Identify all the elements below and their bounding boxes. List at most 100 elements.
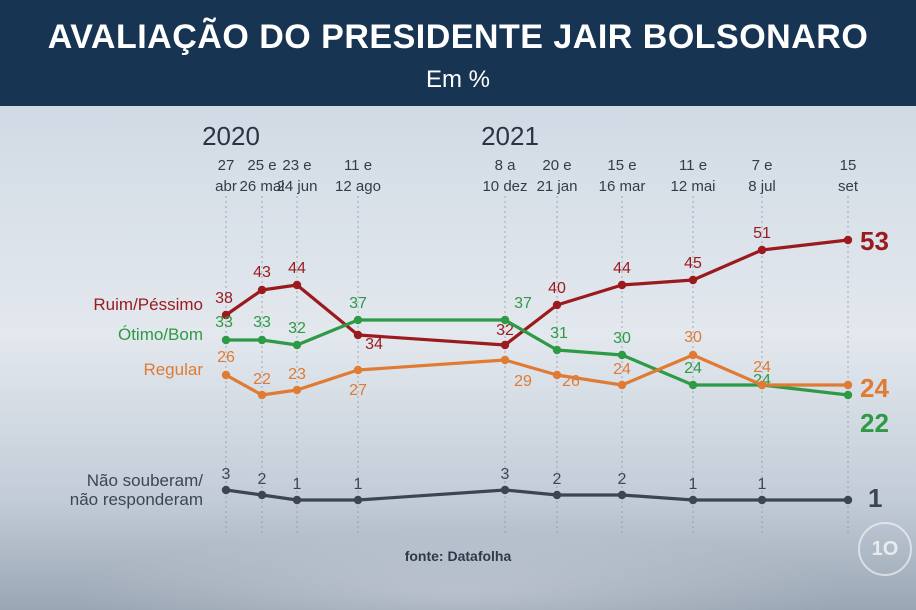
data-label: 30 xyxy=(684,329,702,346)
data-point xyxy=(500,315,510,325)
x-tick-label-line1: 7 e xyxy=(752,157,773,174)
data-label: 34 xyxy=(365,336,383,353)
x-tick-label-line2: 10 dez xyxy=(482,178,527,195)
x-tick-label-line1: 20 e xyxy=(542,157,571,174)
data-label: 1 xyxy=(758,476,767,493)
data-point xyxy=(292,385,302,395)
year-label-2020: 2020 xyxy=(202,121,260,151)
data-label: 24 xyxy=(753,359,771,376)
data-point xyxy=(292,495,302,505)
data-point xyxy=(843,390,853,400)
x-tick-label-line1: 23 e xyxy=(282,157,311,174)
data-label: 32 xyxy=(496,322,514,339)
x-tick-label-8: 7 e 8 jul xyxy=(748,157,776,195)
data-label: 29 xyxy=(514,373,532,390)
series-name-label: Ruim/Péssimo xyxy=(93,295,203,314)
data-point xyxy=(617,280,627,290)
series-name-label-line2: não responderam xyxy=(70,490,203,509)
data-label: 2 xyxy=(553,471,562,488)
data-label: 2 xyxy=(618,471,627,488)
x-tick-label-line1: 11 e xyxy=(679,157,707,174)
data-point xyxy=(688,495,698,505)
x-tick-label-line2: abr xyxy=(215,178,237,195)
data-point xyxy=(617,380,627,390)
x-tick-label-line2: 21 jan xyxy=(537,178,578,195)
data-point xyxy=(353,365,363,375)
x-tick-label-1: 25 e 26 mai xyxy=(239,157,284,195)
x-tick-label-line2: 24 jun xyxy=(277,178,318,195)
data-point xyxy=(552,300,562,310)
data-label: 1 xyxy=(689,476,698,493)
source-note: fonte: Datafolha xyxy=(404,548,512,564)
data-label: 30 xyxy=(613,330,631,347)
data-label-final: 1 xyxy=(868,483,882,513)
data-point xyxy=(257,490,267,500)
x-tick-label-line1: 15 e xyxy=(607,157,636,174)
data-label: 31 xyxy=(550,325,568,342)
data-label: 2 xyxy=(258,471,267,488)
data-label: 24 xyxy=(613,361,631,378)
data-point xyxy=(843,495,853,505)
series-2: 26 22 23 27 29 26 24 30 24 24 Regular xyxy=(143,329,889,403)
series-0: 38 43 44 34 32 40 44 45 51 53 Ruim/Péssimo xyxy=(93,225,889,353)
x-tick-label-line2: set xyxy=(838,178,859,195)
data-point xyxy=(552,370,562,380)
data-point xyxy=(757,245,767,255)
data-label: 43 xyxy=(253,264,271,281)
data-point xyxy=(688,275,698,285)
data-label: 33 xyxy=(253,314,271,331)
data-label: 27 xyxy=(349,382,367,399)
series-line xyxy=(225,238,849,347)
x-tick-label-line2: 16 mar xyxy=(599,178,646,195)
data-label: 26 xyxy=(217,349,235,366)
series-3: 3 2 1 1 3 2 2 1 1 1 Não souberam/não responderam xyxy=(70,466,883,513)
x-tick-label-line2: 8 jul xyxy=(748,178,776,195)
data-point xyxy=(552,490,562,500)
data-label: 37 xyxy=(349,295,367,312)
x-tick-label-line2: 12 mai xyxy=(670,178,715,195)
header-banner: AVALIAÇÃO DO PRESIDENTE JAIR BOLSONARO E… xyxy=(0,0,916,106)
x-tick-label-2: 23 e 24 jun xyxy=(277,157,318,195)
data-point xyxy=(552,345,562,355)
data-point xyxy=(500,340,510,350)
broadcaster-logo-icon: 1O xyxy=(858,522,912,576)
data-point xyxy=(292,280,302,290)
x-tick-label-line1: 15 xyxy=(840,157,857,174)
data-label: 23 xyxy=(288,366,306,383)
x-tick-label-9: 15 set xyxy=(838,157,859,195)
data-point xyxy=(292,340,302,350)
data-label: 3 xyxy=(501,466,510,483)
data-point xyxy=(257,335,267,345)
x-tick-label-line1: 27 xyxy=(218,157,235,174)
x-tick-label-line1: 8 a xyxy=(495,157,517,174)
x-tick-label-line2: 26 mai xyxy=(239,178,284,195)
data-label: 44 xyxy=(288,260,306,277)
year-label-2021: 2021 xyxy=(481,121,539,151)
x-tick-label-0: 27 abr xyxy=(215,157,237,195)
data-label: 44 xyxy=(613,260,631,277)
data-label: 38 xyxy=(215,290,233,307)
series-line xyxy=(225,488,848,502)
data-point xyxy=(843,235,853,245)
x-tick-label-5: 20 e 21 jan xyxy=(537,157,578,195)
data-point xyxy=(688,380,698,390)
data-point xyxy=(617,490,627,500)
data-label: 1 xyxy=(293,476,302,493)
series-line xyxy=(225,353,848,397)
data-point xyxy=(757,495,767,505)
data-point xyxy=(353,315,363,325)
data-point xyxy=(257,285,267,295)
data-point xyxy=(688,350,698,360)
data-point xyxy=(221,310,231,320)
data-point xyxy=(757,380,767,390)
data-label: 37 xyxy=(514,295,532,312)
series-line xyxy=(226,318,849,397)
footer-glow xyxy=(0,520,916,610)
data-point xyxy=(353,330,363,340)
data-point xyxy=(617,350,627,360)
series-name-label-line1: Não souberam/ xyxy=(87,471,204,490)
data-label: 32 xyxy=(288,320,306,337)
